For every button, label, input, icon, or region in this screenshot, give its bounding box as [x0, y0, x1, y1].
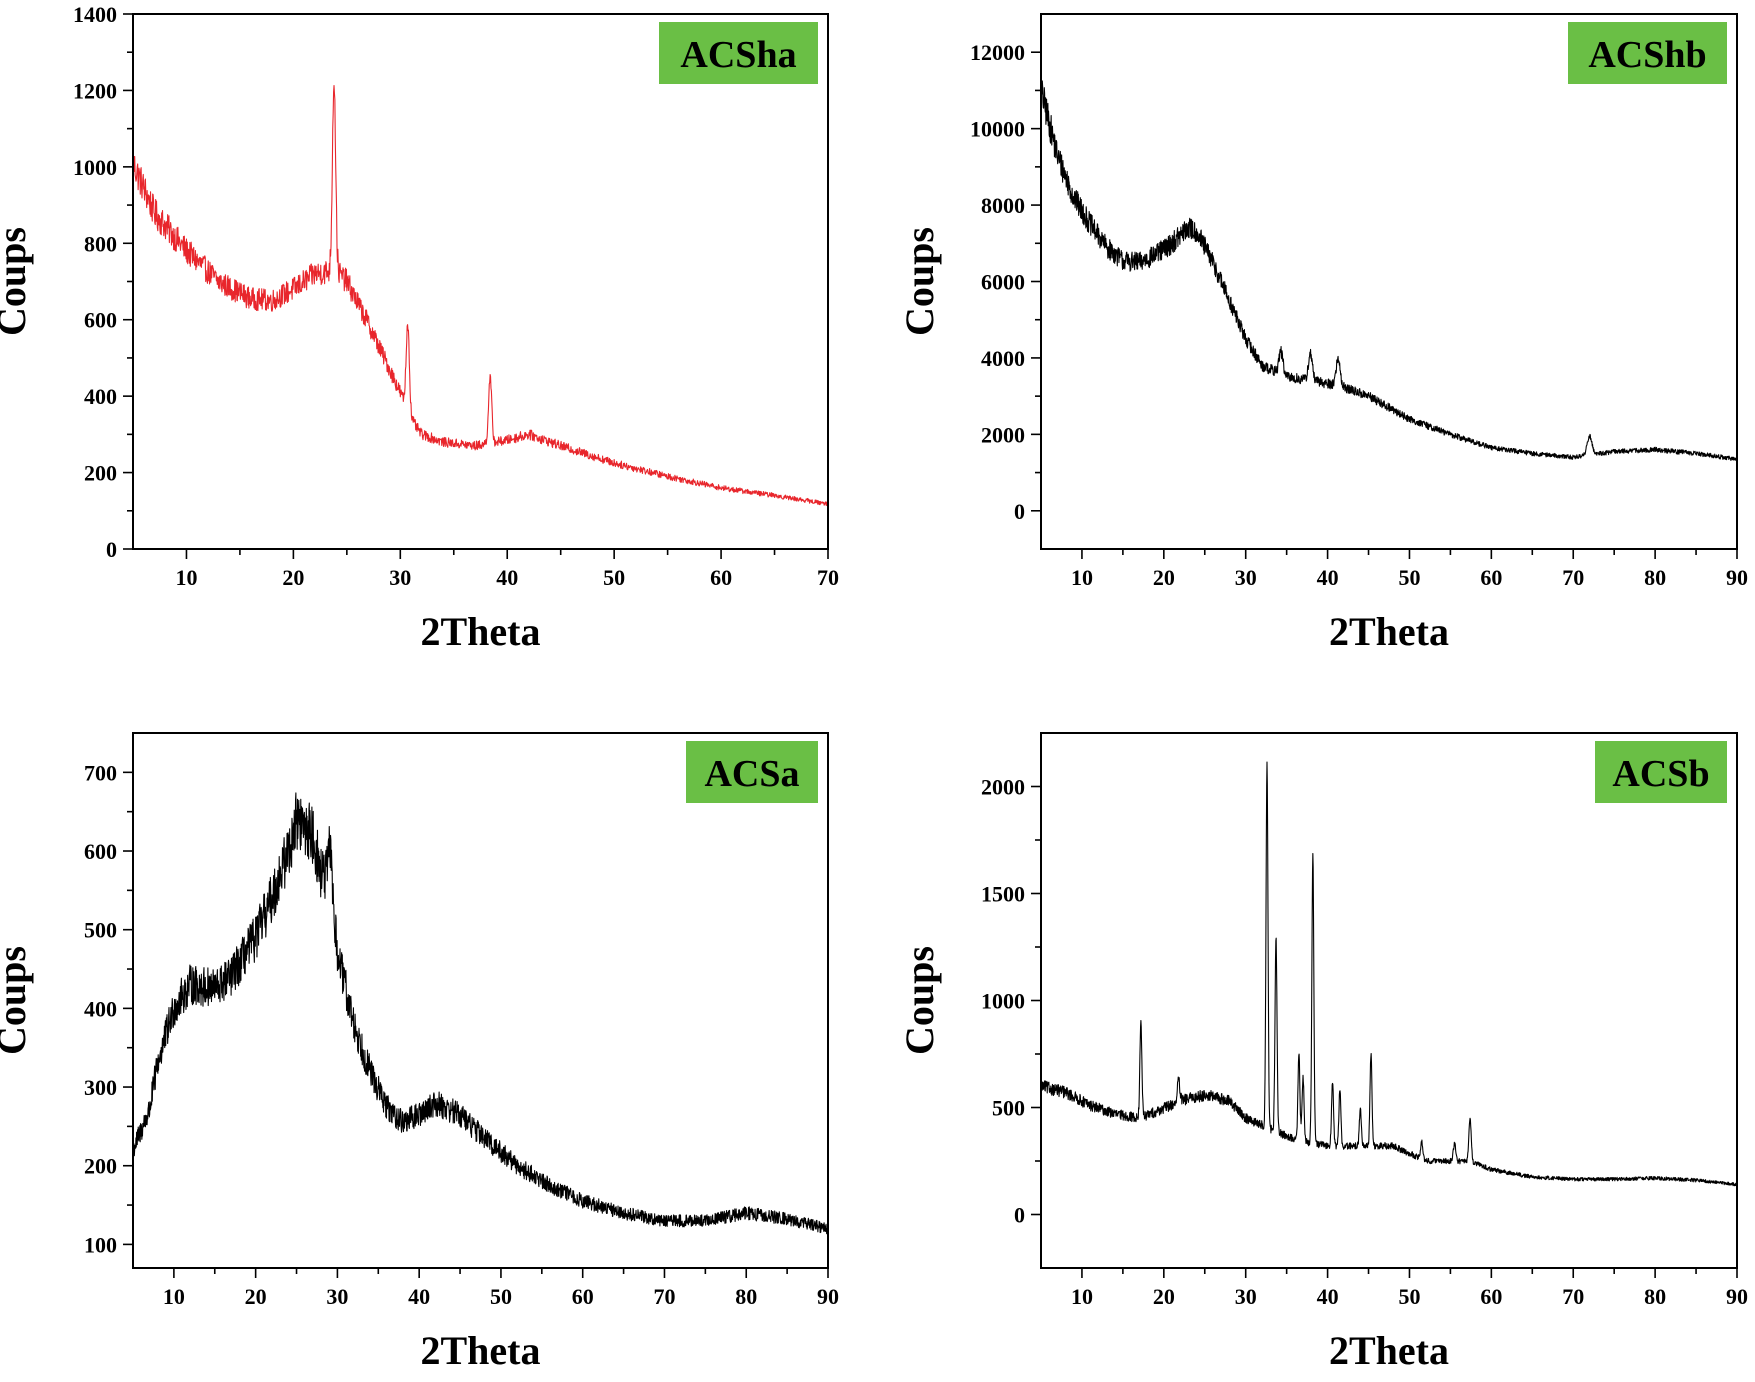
x-tick-label: 80: [735, 1284, 757, 1309]
x-tick-label: 10: [163, 1284, 185, 1309]
x-axis-title: 2Theta: [1329, 609, 1449, 654]
x-tick-label: 30: [1235, 565, 1257, 590]
y-tick-label: 0: [1014, 1203, 1025, 1228]
x-tick-label: 60: [1480, 565, 1502, 590]
y-axis-title: Coups: [897, 946, 942, 1055]
plot-frame: [1040, 732, 1738, 1269]
x-axis-title: 2Theta: [421, 609, 541, 654]
x-tick-label: 10: [1071, 565, 1093, 590]
x-tick-label: 40: [408, 1284, 430, 1309]
x-tick-label: 10: [1071, 1284, 1093, 1309]
y-tick-label: 10000: [970, 117, 1025, 142]
chart-panel-ACSha: 10 20 30 40 50 60 70 0 200 400 600 800 1000 1200 1400 2…: [0, 2, 839, 654]
sample-badge: [1568, 22, 1727, 84]
x-tick-label: 40: [1317, 1284, 1339, 1309]
x-tick-label: 60: [710, 565, 732, 590]
y-tick-label: 0: [106, 537, 117, 562]
x-tick-label: 70: [1562, 1284, 1584, 1309]
data-series-ACShb: [1040, 80, 1738, 461]
x-tick-label: 30: [1235, 1284, 1257, 1309]
sample-badge-label: ACSha: [680, 34, 796, 76]
x-tick-label: 80: [1644, 1284, 1666, 1309]
sample-badge: [659, 22, 818, 84]
y-tick-label: 12000: [970, 40, 1025, 65]
sample-badge-label: ACSa: [704, 753, 799, 795]
sample-badge-label: ACShb: [1588, 34, 1706, 76]
y-tick-label: 400: [84, 384, 117, 409]
y-tick-label: 500: [992, 1096, 1025, 1121]
plot-frame: [1040, 13, 1738, 550]
y-axis-title: Coups: [0, 946, 34, 1055]
x-tick-label: 30: [326, 1284, 348, 1309]
x-tick-label: 60: [1480, 1284, 1502, 1309]
y-tick-label: 500: [84, 918, 117, 943]
data-series-ACSa: [132, 792, 829, 1235]
y-tick-label: 200: [84, 1154, 117, 1179]
y-tick-label: 2000: [981, 775, 1025, 800]
y-tick-label: 6000: [981, 270, 1025, 295]
x-tick-label: 50: [1398, 565, 1420, 590]
y-axis-title: Coups: [897, 227, 942, 336]
x-tick-label: 70: [817, 565, 839, 590]
y-tick-label: 400: [84, 996, 117, 1021]
y-tick-label: 2000: [981, 422, 1025, 447]
sample-badge: [1595, 741, 1727, 803]
x-tick-label: 20: [245, 1284, 267, 1309]
chart-panel-ACSb: 10 20 30 40 50 60 70 80 90 0 500 1000 1500 2000 2Theta…: [897, 732, 1748, 1373]
x-tick-label: 20: [1153, 565, 1175, 590]
plot-frame: [132, 13, 829, 550]
x-tick-label: 70: [653, 1284, 675, 1309]
y-tick-label: 1400: [73, 2, 117, 27]
x-tick-label: 60: [572, 1284, 594, 1309]
x-tick-label: 40: [496, 565, 518, 590]
x-tick-label: 10: [175, 565, 197, 590]
plot-frame: [132, 732, 829, 1269]
x-tick-label: 80: [1644, 565, 1666, 590]
y-tick-label: 8000: [981, 193, 1025, 218]
sample-badge-label: ACSb: [1612, 753, 1709, 795]
y-tick-label: 600: [84, 308, 117, 333]
y-tick-label: 1000: [73, 155, 117, 180]
y-axis-title: Coups: [0, 227, 34, 336]
x-tick-label: 90: [1726, 1284, 1748, 1309]
y-tick-label: 1000: [981, 989, 1025, 1014]
x-tick-label: 50: [1398, 1284, 1420, 1309]
y-tick-label: 700: [84, 760, 117, 785]
y-tick-label: 100: [84, 1232, 117, 1257]
y-tick-label: 600: [84, 839, 117, 864]
x-axis-title: 2Theta: [1329, 1328, 1449, 1373]
x-tick-label: 30: [389, 565, 411, 590]
x-tick-label: 70: [1562, 565, 1584, 590]
x-tick-label: 90: [1726, 565, 1748, 590]
x-tick-label: 20: [1153, 1284, 1175, 1309]
chart-panel-ACShb: 10 20 30 40 50 60 70 80 90 0 2000 4000 6000 8000 10000…: [897, 13, 1748, 654]
y-tick-label: 200: [84, 461, 117, 486]
data-series-ACSha: [132, 85, 829, 507]
y-tick-label: 1200: [73, 78, 117, 103]
y-tick-label: 300: [84, 1075, 117, 1100]
x-tick-label: 40: [1317, 565, 1339, 590]
chart-panel-ACSa: 10 20 30 40 50 60 70 80 90 100 200 300 400 500 600 700 2…: [0, 732, 839, 1373]
y-tick-label: 0: [1014, 499, 1025, 524]
y-tick-label: 4000: [981, 346, 1025, 371]
x-tick-label: 90: [817, 1284, 839, 1309]
y-tick-label: 1500: [981, 882, 1025, 907]
x-tick-label: 20: [282, 565, 304, 590]
sample-badge: [686, 741, 818, 803]
x-tick-label: 50: [490, 1284, 512, 1309]
x-tick-label: 50: [603, 565, 625, 590]
data-series-ACSb: [1040, 761, 1738, 1187]
y-tick-label: 800: [84, 231, 117, 256]
x-axis-title: 2Theta: [421, 1328, 541, 1373]
